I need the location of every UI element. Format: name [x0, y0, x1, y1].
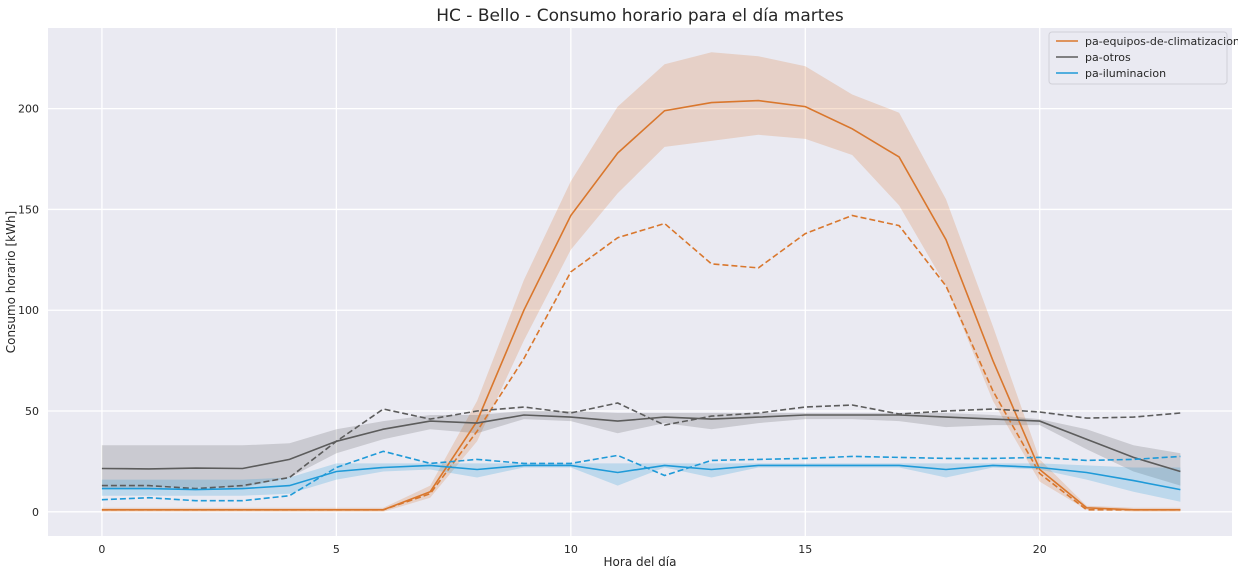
y-axis-title: Consumo horario [kWh]: [4, 211, 18, 353]
y-tick-label: 100: [18, 304, 39, 317]
chart-title: HC - Bello - Consumo horario para el día…: [436, 6, 844, 26]
legend: pa-equipos-de-climatizacion pa-otros pa-il…: [1049, 32, 1238, 84]
legend-label: pa-equipos-de-climatizacion: [1085, 35, 1238, 48]
x-tick-label: 15: [798, 543, 812, 556]
x-tick-labels: 0 5 10 15 20: [98, 543, 1046, 556]
y-tick-label: 200: [18, 103, 39, 116]
x-axis-title: Hora del día: [604, 555, 677, 569]
x-tick-label: 5: [333, 543, 340, 556]
x-tick-label: 0: [98, 543, 105, 556]
y-tick-label: 0: [32, 506, 39, 519]
y-tick-label: 150: [18, 203, 39, 216]
y-tick-labels: 0 50 100 150 200: [18, 103, 39, 519]
x-tick-label: 10: [564, 543, 578, 556]
legend-label: pa-iluminacion: [1085, 67, 1166, 80]
y-tick-label: 50: [25, 405, 39, 418]
x-tick-label: 20: [1033, 543, 1047, 556]
legend-label: pa-otros: [1085, 51, 1131, 64]
